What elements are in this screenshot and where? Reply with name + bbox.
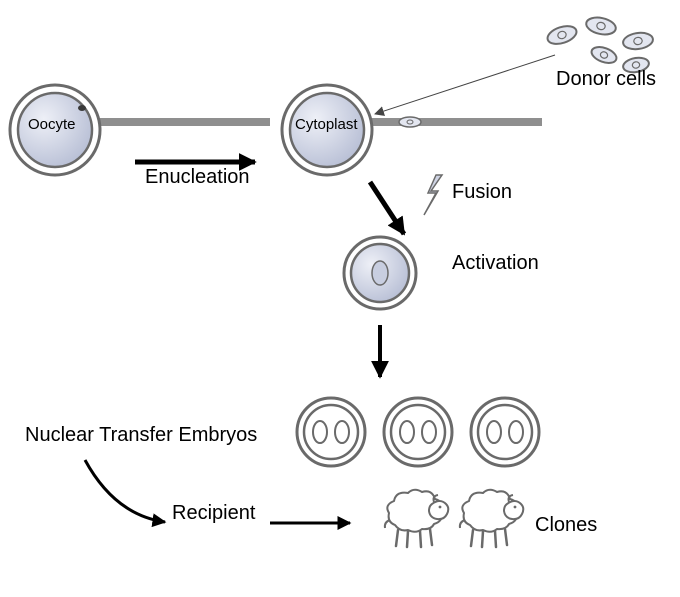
embryo-0 xyxy=(297,398,365,466)
cytoplast-label: Cytoplast xyxy=(295,116,358,133)
recipient-label: Recipient xyxy=(172,502,255,525)
embryo-1 xyxy=(384,398,452,466)
clones-label: Clones xyxy=(535,514,597,537)
lamb-icon xyxy=(460,490,523,547)
embryo-2 xyxy=(471,398,539,466)
enucleation-label: Enucleation xyxy=(145,166,250,189)
lamb-icon xyxy=(385,490,448,547)
oocyte-label: Oocyte xyxy=(28,116,76,133)
activated-cell xyxy=(344,237,416,309)
arrow-recipient xyxy=(85,460,165,522)
fusion-label: Fusion xyxy=(452,181,512,204)
arrow-donor xyxy=(375,55,555,114)
pipette-cytoplast xyxy=(362,117,542,127)
arrow-fusion xyxy=(370,182,404,234)
fusion-bolt-icon xyxy=(424,175,442,215)
donor-cells-cluster xyxy=(545,15,654,74)
pipette-oocyte xyxy=(82,118,270,132)
nte-label: Nuclear Transfer Embryos xyxy=(25,424,257,447)
donor-cells-label: Donor cells xyxy=(556,68,656,91)
activation-label: Activation xyxy=(452,252,539,275)
